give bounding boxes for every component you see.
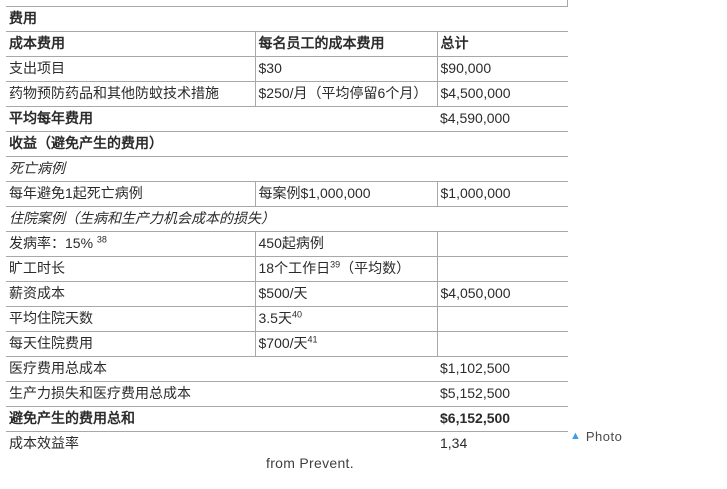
table-cell: $4,590,000 bbox=[437, 106, 569, 132]
table-cell: 支出项目 bbox=[6, 56, 256, 82]
table-cell: 成本效益率 bbox=[9, 435, 79, 451]
cost-benefit-table-container: 费用 成本费用 每名员工的成本费用 总计 支出项目 $30 $90,000 药物预防药品和其他… bbox=[6, 6, 569, 457]
table-row: 旷工时长 18个工作日39（平均数） bbox=[6, 256, 569, 282]
table-cell: $6,152,500 bbox=[437, 406, 569, 432]
table-cell: 薪资成本 bbox=[6, 281, 256, 307]
table-cell: 收益（避免产生的费用） bbox=[6, 131, 569, 157]
footnote-reference: 39 bbox=[330, 259, 341, 270]
triangle-up-icon: ▲ bbox=[570, 430, 581, 442]
table-row: 药物预防药品和其他防蚊技术措施 $250/月（平均停留6个月） $4,500,000 bbox=[6, 81, 569, 107]
photo-annotation-label: Photo bbox=[585, 429, 623, 444]
table-cell: $30 bbox=[255, 56, 438, 82]
table-row: 每天住院费用 $700/天41 bbox=[6, 331, 569, 357]
table-row: 费用 bbox=[6, 6, 569, 32]
table-cell: 每名员工的成本费用 bbox=[255, 31, 438, 57]
table-cell: 成本费用 bbox=[6, 31, 256, 57]
table-cell: 平均住院天数 bbox=[6, 306, 256, 332]
table-row: 住院案例（生病和生产力机会成本的损失） bbox=[6, 206, 569, 232]
table-cell bbox=[437, 331, 569, 357]
table-cell: 药物预防药品和其他防蚊技术措施 bbox=[6, 81, 256, 107]
table-row: 薪资成本 $500/天 $4,050,000 bbox=[6, 281, 569, 307]
table-row: 收益（避免产生的费用） bbox=[6, 131, 569, 157]
table-cell: 每天住院费用 bbox=[6, 331, 256, 357]
table-cell: 每案例$1,000,000 bbox=[255, 181, 438, 207]
table-cell: $700/天41 bbox=[255, 331, 438, 357]
table-cell: 3.5天40 bbox=[255, 306, 438, 332]
cropped-row-separator-stub bbox=[567, 0, 568, 6]
table-row: 避免产生的费用总和 $6,152,500 bbox=[6, 406, 569, 432]
table-cell: 1,34 bbox=[440, 435, 468, 451]
table-cell bbox=[437, 306, 569, 332]
table-row: 生产力损失和医疗费用总成本 $5,152,500 bbox=[6, 381, 569, 407]
table-body: 费用 成本费用 每名员工的成本费用 总计 支出项目 $30 $90,000 药物预防药品和其他… bbox=[6, 6, 569, 457]
table-cell bbox=[437, 256, 569, 282]
table-row: 死亡病例 bbox=[6, 156, 569, 182]
table-cell: $4,050,000 bbox=[437, 281, 569, 307]
table-row: 平均每年费用 $4,590,000 bbox=[6, 106, 569, 132]
table-cell: $250/月（平均停留6个月） bbox=[255, 81, 438, 107]
table-cell: $1,102,500 bbox=[437, 356, 569, 382]
table-cell: $5,152,500 bbox=[437, 381, 569, 407]
table-cell: 18个工作日39（平均数） bbox=[255, 256, 438, 282]
table-row: 医疗费用总成本 $1,102,500 bbox=[6, 356, 569, 382]
table-cell: 生产力损失和医疗费用总成本 bbox=[6, 381, 437, 407]
table-cell: 每年避免1起死亡病例 bbox=[6, 181, 256, 207]
footnote-reference: 38 bbox=[96, 234, 107, 245]
table-cell: 医疗费用总成本 bbox=[6, 356, 437, 382]
table-cell: 总计 bbox=[437, 31, 569, 57]
table-cell bbox=[437, 231, 569, 257]
table-cell: $4,500,000 bbox=[437, 81, 569, 107]
table-cell: 旷工时长 bbox=[6, 256, 256, 282]
table-cell: 死亡病例 bbox=[6, 156, 569, 182]
table-row: 成本费用 每名员工的成本费用 总计 bbox=[6, 31, 569, 57]
table-row: 发病率：15% 38 450起病例 bbox=[6, 231, 569, 257]
footnote-reference: 41 bbox=[307, 334, 318, 345]
table-cell: $90,000 bbox=[437, 56, 569, 82]
table-row: 每年避免1起死亡病例 每案例$1,000,000 $1,000,000 bbox=[6, 181, 569, 207]
source-caption: from Prevent. bbox=[266, 455, 354, 471]
table-row: 支出项目 $30 $90,000 bbox=[6, 56, 569, 82]
table-row: 平均住院天数 3.5天40 bbox=[6, 306, 569, 332]
table-cell: $500/天 bbox=[255, 281, 438, 307]
cost-benefit-table: 费用 成本费用 每名员工的成本费用 总计 支出项目 $30 $90,000 药物预防药品和其他… bbox=[6, 6, 569, 457]
photo-annotation: ▲ Photo bbox=[570, 429, 622, 444]
table-cell: $1,000,000 bbox=[437, 181, 569, 207]
table-cell: 避免产生的费用总和 bbox=[6, 406, 437, 432]
table-cell: 费用 bbox=[6, 6, 569, 32]
table-cell: 平均每年费用 bbox=[6, 106, 437, 132]
table-cell: 450起病例 bbox=[255, 231, 438, 257]
table-row: 成本效益率 1,34 bbox=[6, 432, 568, 457]
table-cell: 住院案例（生病和生产力机会成本的损失） bbox=[6, 206, 569, 232]
table-cell: 发病率：15% 38 bbox=[6, 231, 256, 257]
footnote-reference: 40 bbox=[291, 309, 302, 320]
